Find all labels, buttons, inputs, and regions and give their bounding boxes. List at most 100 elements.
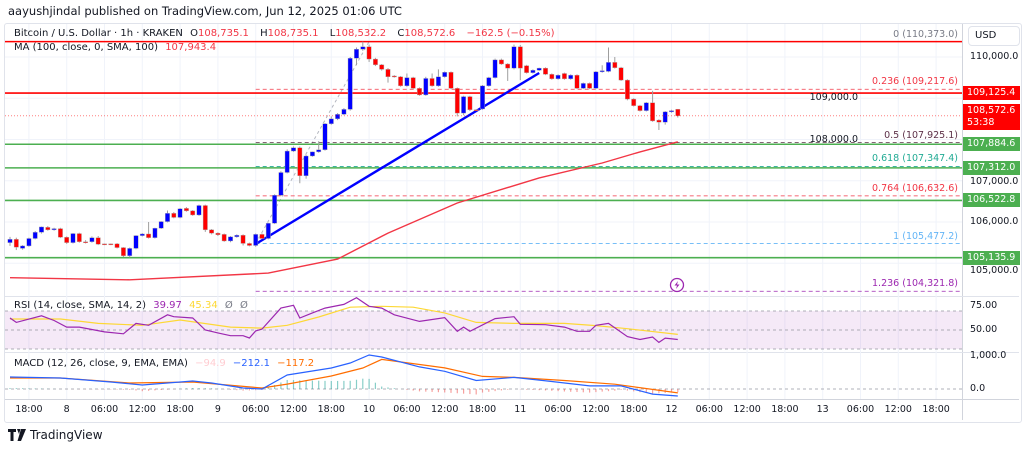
- candle: [631, 98, 637, 107]
- candle: [108, 243, 114, 246]
- time-tick-label: 18:00: [468, 404, 497, 415]
- candle-body: [177, 208, 183, 218]
- candle-body: [310, 151, 315, 157]
- macd-label[interactable]: MACD (12, 26, close, 9, EMA, EMA): [14, 358, 188, 369]
- candle: [291, 146, 296, 152]
- candle: [152, 227, 158, 239]
- candle: [675, 108, 681, 118]
- candle: [234, 234, 240, 238]
- candle-body: [480, 85, 485, 110]
- candle: [70, 233, 76, 244]
- price-tick-label: 107,000.0: [970, 175, 1019, 187]
- fib-level-label: 0.236 (109,217.6): [872, 76, 958, 88]
- candle-body: [215, 232, 221, 235]
- rsi-na-2: Ø: [239, 300, 248, 311]
- candle: [322, 123, 328, 151]
- currency-button[interactable]: USD: [968, 26, 1020, 46]
- symbol-name[interactable]: Bitcoin / U.S. Dollar · 1h · KRAKEN: [14, 28, 183, 39]
- candle: [64, 236, 70, 244]
- fib-level-label: 0.764 (106,632.6): [872, 182, 958, 194]
- rsi-legend: RSI (14, close, SMA, 14, 2) 39.97 45.34 …: [14, 300, 252, 311]
- candle: [146, 222, 151, 239]
- candle-body: [637, 105, 643, 111]
- lightning-icon-bolt: [674, 281, 680, 289]
- rsi-signal-line: [10, 305, 678, 335]
- time-tick-label: 18:00: [166, 404, 194, 415]
- price-tick-label: 108,000.0: [809, 133, 858, 145]
- candle-body: [303, 155, 309, 176]
- candle-body: [574, 74, 580, 89]
- candle: [555, 74, 561, 80]
- time-tick-label: 06:00: [90, 404, 119, 415]
- candle: [524, 64, 530, 74]
- rsi-value: 39.97: [153, 300, 182, 311]
- candle-body: [618, 67, 624, 81]
- candle-body: [221, 234, 227, 242]
- candle-body: [511, 46, 517, 69]
- candle: [530, 69, 536, 74]
- macd-signal-line: [10, 358, 678, 394]
- candle: [127, 247, 133, 258]
- candle: [562, 72, 567, 80]
- candle-body: [58, 228, 63, 238]
- candle: [517, 45, 523, 81]
- candle: [347, 57, 353, 111]
- candle-body: [26, 238, 32, 247]
- candle-body: [568, 74, 574, 80]
- rsi-band: [5, 311, 962, 349]
- candle-body: [625, 79, 630, 100]
- macd-signal-value: −117.2: [277, 358, 315, 369]
- tradingview-logo[interactable]: TradingView: [8, 428, 103, 442]
- published-header: aayushjindal published on TradingView.co…: [8, 4, 402, 18]
- candle-body: [650, 102, 656, 122]
- candle-body: [341, 109, 347, 115]
- candle: [95, 236, 101, 246]
- candle-body: [347, 58, 353, 110]
- ma-label[interactable]: MA (100, close, 0, SMA, 100): [14, 42, 158, 53]
- rsi-tick-label: 50.00: [970, 324, 998, 335]
- candle-body: [76, 233, 82, 243]
- candle: [442, 71, 448, 78]
- candle-body: [662, 111, 668, 123]
- candle-body: [492, 59, 498, 78]
- candle: [39, 226, 44, 234]
- open-value: 108,735.1: [197, 28, 249, 39]
- candle-body: [467, 96, 473, 110]
- macd-line: [9, 354, 678, 397]
- price-level-badge: 105,135.9: [963, 250, 1020, 265]
- candle-body: [272, 194, 277, 224]
- candle: [158, 221, 164, 230]
- candle-body: [190, 210, 196, 216]
- candle-body: [612, 62, 618, 68]
- ma100-line: [9, 141, 678, 281]
- candle-body: [234, 234, 240, 238]
- candle-body: [335, 114, 340, 120]
- bar-countdown: 53:38: [967, 116, 995, 128]
- candle-body: [354, 48, 359, 59]
- high-value: 108,735.1: [267, 28, 319, 39]
- macd-tick-label: 1,000.0: [970, 350, 1007, 361]
- candle: [83, 240, 89, 244]
- rsi-na-1: Ø: [224, 300, 233, 311]
- candle: [165, 210, 170, 223]
- candle: [536, 67, 542, 72]
- last-price-badge: 108,572.6 53:38: [963, 103, 1020, 130]
- candle-body: [139, 233, 145, 236]
- candle-body: [587, 83, 593, 89]
- candle: [240, 234, 246, 246]
- candle-body: [127, 248, 133, 257]
- candle-body: [51, 228, 57, 231]
- candle: [177, 207, 183, 219]
- rsi-label[interactable]: RSI (14, close, SMA, 14, 2): [14, 300, 147, 311]
- time-tick-label: 12:00: [430, 404, 459, 415]
- ma-legend: MA (100, close, 0, SMA, 100) 107,943.4: [14, 42, 220, 53]
- candle-body: [366, 46, 372, 60]
- candle: [139, 233, 145, 237]
- time-tick-label: 18:00: [317, 404, 345, 415]
- candle-body: [404, 77, 410, 87]
- candle-body: [7, 239, 13, 243]
- candle-body: [517, 46, 523, 69]
- candle-body: [120, 247, 126, 257]
- candle: [183, 207, 189, 212]
